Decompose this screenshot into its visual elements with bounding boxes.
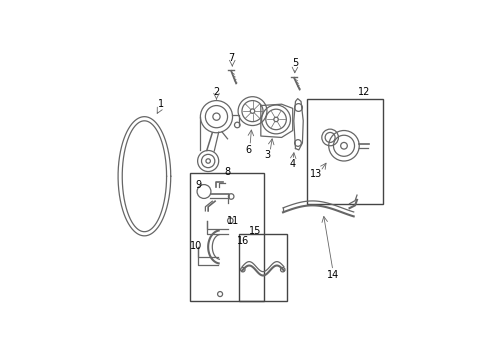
Text: 5: 5 [293,58,298,68]
Text: 8: 8 [224,167,231,177]
Text: 11: 11 [227,216,239,226]
Text: 15: 15 [249,226,261,236]
Bar [190,174,264,301]
Text: 16: 16 [237,237,249,246]
Text: 7: 7 [229,53,235,63]
Text: 14: 14 [327,270,339,280]
Text: 2: 2 [213,87,220,97]
Bar [307,99,383,204]
Text: 12: 12 [358,87,370,97]
Text: 9: 9 [196,180,201,190]
Text: 13: 13 [310,169,322,179]
Text: 4: 4 [289,159,295,169]
Text: 10: 10 [190,240,202,251]
Text: 6: 6 [245,145,251,155]
Text: 3: 3 [265,150,271,161]
Bar [239,234,287,301]
Text: 1: 1 [158,99,164,109]
